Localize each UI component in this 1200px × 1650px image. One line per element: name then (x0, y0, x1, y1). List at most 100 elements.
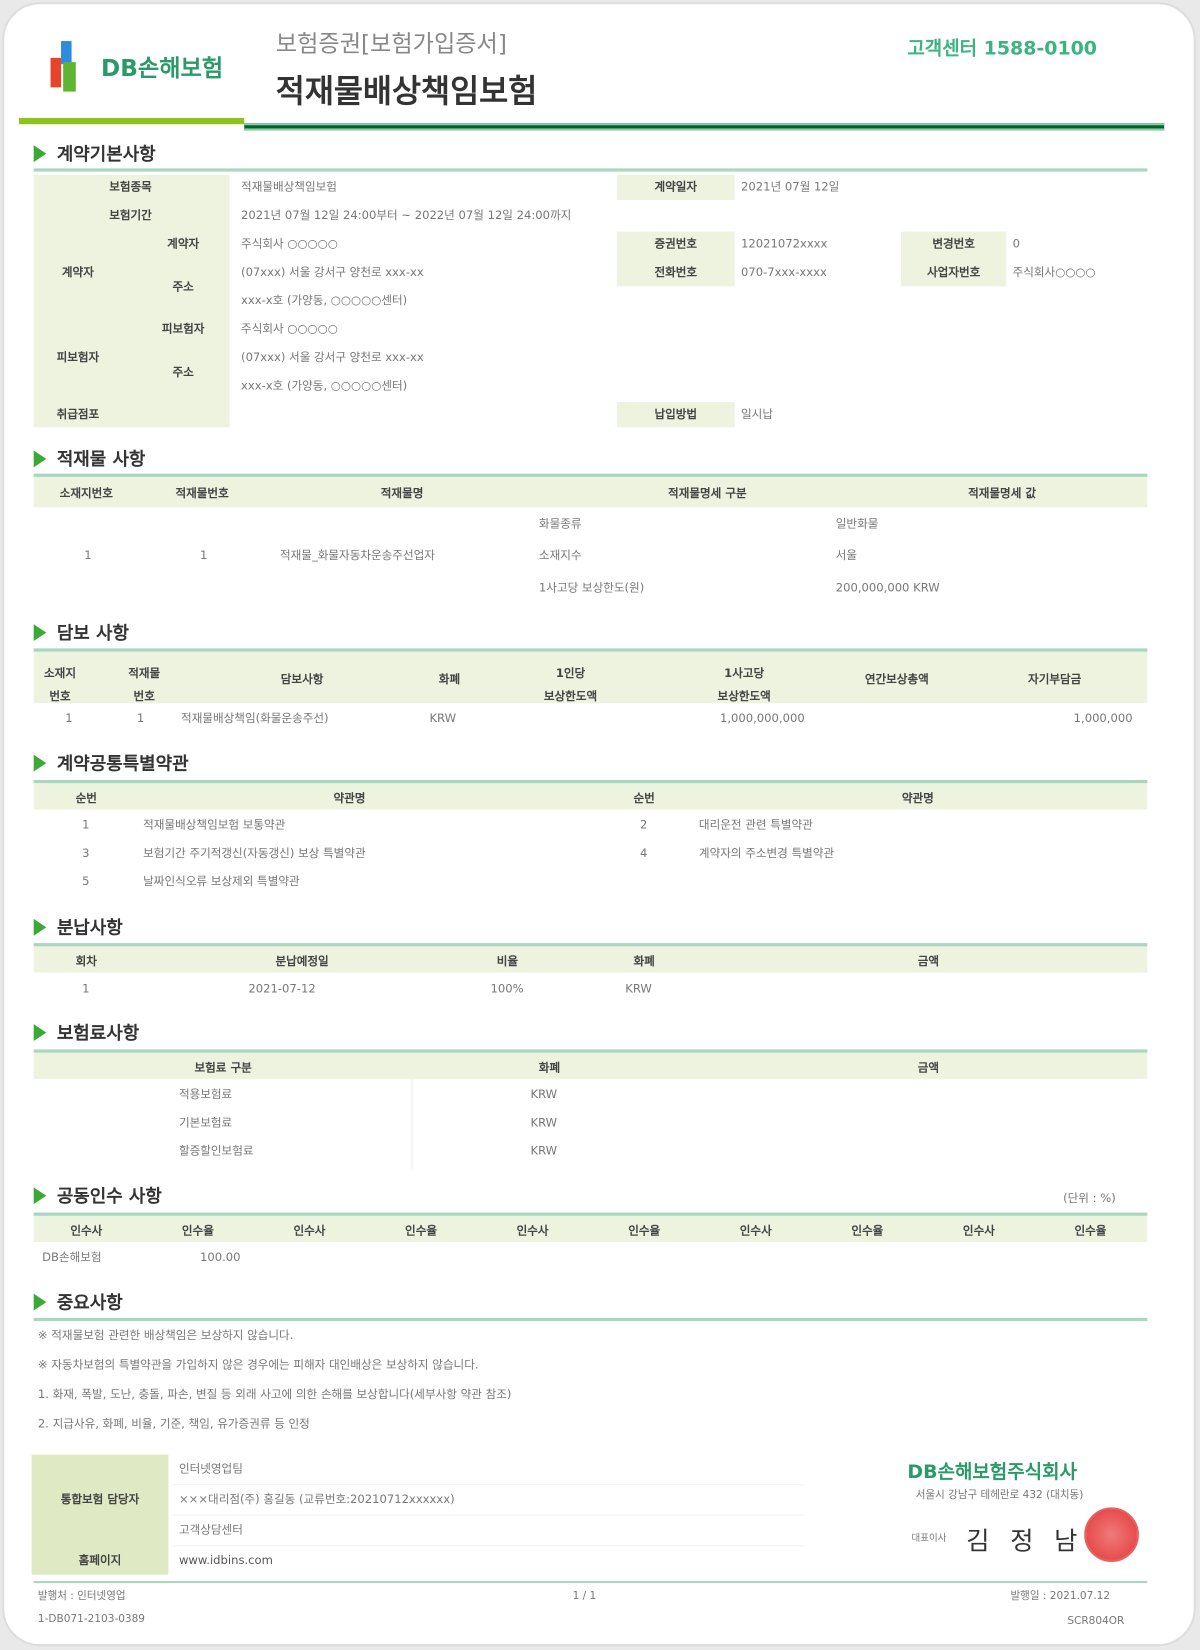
hotline: 고객센터 1588-0100 (907, 37, 1098, 60)
contact-team: 인터넷영업팀 (178, 1462, 243, 1476)
note-line: 1. 화재, 폭발, 도난, 충돌, 파손, 변질 등 외래 사고에 의한 손해… (37, 1387, 512, 1402)
label-address: 주소 (172, 279, 194, 294)
section-coinsurance-heading: 공동인수 사항 (33, 1186, 162, 1207)
col-header: 인수율 (405, 1224, 438, 1238)
section-coverage-heading: 담보 사항 (33, 623, 129, 645)
cargo-no: 1 (199, 548, 208, 563)
heading-text: 적재물 사항 (56, 449, 146, 471)
col-header: 1인당 보상한도액 (543, 666, 598, 704)
coinsurer: DB손해보험 (42, 1250, 102, 1265)
divider (33, 1581, 1148, 1584)
installment-cell: 100% (490, 982, 524, 996)
clauses-header-row: 순번 약관명 순번 약관명 (33, 779, 1148, 810)
heading-text: 중요사항 (56, 1292, 123, 1314)
header-bar-green (244, 123, 1165, 131)
value-contractor-addr2: xxx-x호 (가양동, ○○○○○센터) (241, 293, 408, 308)
value-change-no: 0 (1012, 236, 1020, 251)
col-header: 자기부담금 (1028, 672, 1082, 687)
page-number: 1 / 1 (572, 1590, 597, 1603)
label-period: 보험기간 (109, 208, 152, 223)
installment-cell: 2021-07-12 (248, 982, 316, 996)
col-header: 비율 (496, 954, 519, 969)
issuer: 발행처 : 인터넷영업 (37, 1590, 126, 1603)
section-clauses-heading: 계약공통특별약관 (33, 754, 189, 775)
coinsurance-rate: 100.00 (199, 1250, 241, 1265)
col-header: 적재물번호 (175, 486, 229, 500)
col-header: 소재지 번호 (44, 666, 76, 704)
col-header: 화폐 (438, 672, 461, 687)
heading-text: 보험료사항 (56, 1023, 140, 1045)
label-phone: 전화번호 (654, 265, 698, 279)
value-contract-date: 2021년 07월 12일 (741, 179, 840, 194)
col-header: 인수사 (739, 1224, 772, 1238)
clause-cell: 5 (82, 874, 90, 889)
premium-header-row: 보험료 구분 화폐 금액 (33, 1049, 1148, 1079)
value-product: 적재물배상책임보험 (241, 179, 337, 194)
col-header: 약관명 (333, 791, 366, 806)
heading-text: 계약기본사항 (56, 144, 156, 166)
divider (33, 168, 1148, 172)
col-header: 분납예정일 (275, 954, 329, 969)
col-header: 적재물 번호 (128, 666, 161, 704)
heading-text: 담보 사항 (56, 623, 129, 645)
cargo-detail-key: 소재지수 (538, 548, 582, 563)
note-line: 2. 지급사유, 화폐, 비율, 기준, 책임, 유가증권류 등 인정 (37, 1416, 310, 1431)
contact-center: 고객상담센터 (178, 1523, 243, 1537)
col-header: 담보사항 (280, 672, 324, 687)
homepage-link[interactable]: www.idbins.com (178, 1553, 273, 1568)
value-insured-addr2: xxx-x호 (가양동, ○○○○○센터) (241, 378, 408, 393)
premium-currency: KRW (530, 1087, 558, 1102)
label-contractor-group: 계약자 (61, 265, 94, 279)
col-header: 인수사 (293, 1224, 326, 1238)
coverage-cell: 1,000,000 (1073, 711, 1133, 726)
issue-date: 발행일 : 2021.07.12 (1010, 1590, 1111, 1603)
clause-cell: 날짜인식오류 보상제외 특별약관 (143, 874, 300, 889)
section-bullet-icon (33, 1024, 47, 1042)
col-header: 약관명 (901, 791, 934, 806)
col-header: 보험료 구분 (194, 1061, 252, 1075)
premium-currency: KRW (530, 1144, 558, 1158)
contact-agent: ×××대리점(주) 홍길동 (교류번호:20210712xxxxxx) (178, 1492, 455, 1507)
label-contract-date: 계약일자 (654, 179, 698, 194)
cargo-detail-value: 일반화물 (835, 516, 879, 531)
cargo-name: 적재물_화물자동차운송주선업자 (279, 548, 435, 563)
section-cargo-heading: 적재물 사항 (33, 449, 146, 471)
col-header: 화폐 (633, 954, 655, 969)
col-header: 인수사 (962, 1224, 995, 1238)
value-policy-no: 12021072xxxx (741, 236, 828, 251)
col-header: 적재물명세 구분 (668, 486, 747, 500)
value-payment: 일시납 (741, 407, 774, 422)
note-line: ※ 적재물보험 관련한 배상책임은 보상하지 않습니다. (37, 1328, 294, 1343)
col-header: 소재지번호 (59, 486, 113, 500)
company-address: 서울시 강남구 테헤란로 432 (대치동) (915, 1489, 1084, 1502)
label-insured: 피보험자 (161, 322, 205, 336)
label-biz: 사업자번호 (927, 265, 981, 279)
cargo-detail-key: 화물종류 (538, 516, 582, 531)
col-header: 1사고당 보상한도액 (717, 666, 771, 704)
label-contractor: 계약자 (167, 236, 200, 251)
value-phone: 070-7xxx-xxxx (741, 265, 827, 279)
form-code: SCR804OR (1067, 1615, 1125, 1628)
col-header: 금액 (917, 954, 940, 969)
col-header: 금액 (917, 1061, 940, 1075)
label-change-no: 변경번호 (932, 236, 975, 251)
label-payment: 납입방법 (654, 407, 698, 422)
installment-header-row: 회차 분납예정일 비율 화폐 금액 (33, 943, 1148, 973)
section-bullet-icon (33, 145, 47, 163)
label-policy-no: 증권번호 (654, 236, 698, 251)
installment-cell: 1 (82, 982, 90, 996)
section-bullet-icon (33, 754, 47, 772)
section-bullet-icon (33, 918, 47, 936)
col-header: 화폐 (538, 1061, 561, 1075)
cargo-detail-key: 1사고당 보상한도(원) (538, 581, 645, 595)
coverage-cell: 적재물배상책임(화물운송주선) (181, 711, 329, 726)
db-logo: DB손해보험 (48, 39, 223, 92)
section-bullet-icon (33, 624, 47, 642)
coverage-cell: 1 (65, 711, 73, 726)
value-period: 2021년 07월 12일 24:00부터 ~ 2022년 07월 12일 24… (241, 208, 572, 223)
cargo-detail-value: 서울 (835, 548, 858, 563)
logo-text: DB손해보험 (101, 55, 224, 83)
ceo-signature: 김 정 남 (966, 1526, 1084, 1556)
col-header: 순번 (633, 791, 655, 806)
label-homepage: 홈페이지 (78, 1553, 122, 1568)
